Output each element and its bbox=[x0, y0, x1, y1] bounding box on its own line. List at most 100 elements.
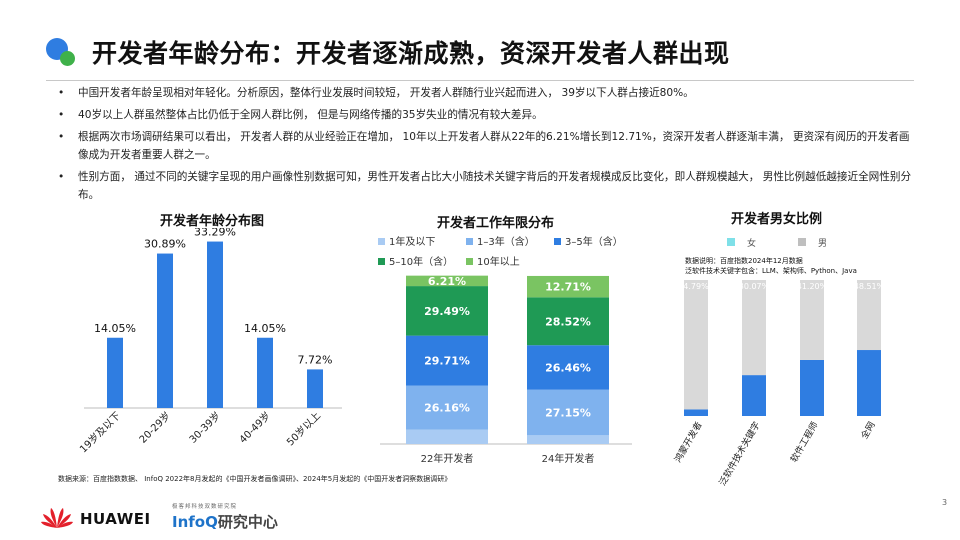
legend-swatch bbox=[798, 238, 806, 246]
segment-value-label: 6.21% bbox=[428, 275, 466, 288]
category-label: 22年开发者 bbox=[421, 452, 474, 465]
legend-swatch bbox=[554, 238, 561, 245]
bullet-text: 性别方面， 通过不同的关键字呈现的用户画像性别数据可知，男性开发者占比大小随技术… bbox=[78, 171, 912, 201]
chart-note-line: 数据说明：百度指数2024年12月数据 bbox=[685, 256, 803, 265]
legend-label: 1年及以下 bbox=[389, 235, 435, 248]
work-years-segment bbox=[406, 335, 488, 386]
chart-note-line: 泛软件技术关键字包含：LLM、架构师、Python、Java bbox=[685, 266, 857, 275]
gender-segment bbox=[857, 350, 881, 416]
segment-value-label: 28.52% bbox=[545, 315, 591, 328]
huawei-brand: HUAWEI bbox=[80, 510, 151, 528]
age-category-label: 30-39岁 bbox=[186, 409, 223, 446]
age-distribution-chart: 14.05% 19岁及以下 30.89% 20-29岁 33.29% 30-39岁 14.0… bbox=[77, 228, 342, 455]
age-category-label: 40-49岁 bbox=[236, 409, 273, 446]
segment-value-label: 29.49% bbox=[424, 305, 470, 318]
gender-segment bbox=[684, 409, 708, 416]
category-label: 软件工程师 bbox=[788, 420, 821, 465]
segment-value-label: 27.15% bbox=[545, 406, 591, 419]
bullet-list: • 中国开发者年龄呈现相对年轻化。分析原因，整体行业发展时间较短， 开发者人群随… bbox=[58, 84, 918, 208]
age-bar-value-label: 14.05% bbox=[244, 322, 286, 335]
category-label: 24年开发者 bbox=[542, 452, 595, 465]
work-years-segment bbox=[406, 429, 488, 444]
gender-segment bbox=[684, 280, 708, 410]
bullet-text: 根据两次市场调研结果可以看出， 开发者人群的从业经验正在增加， 10年以上开发者… bbox=[78, 131, 910, 161]
legend-label: 女 bbox=[747, 237, 756, 249]
title-logo-dots bbox=[46, 38, 80, 72]
gender-segment bbox=[800, 280, 824, 360]
work-years-segment bbox=[406, 286, 488, 336]
age-bar bbox=[207, 241, 223, 408]
category-label: 鸿蒙开发者 bbox=[672, 420, 705, 465]
gender-ratio-chart: 女 男数据说明：百度指数2024年12月数据泛软件技术关键字包含：LLM、架构师、… bbox=[672, 237, 885, 488]
age-category-label: 19岁及以下 bbox=[77, 409, 123, 455]
legend-label: 10年以上 bbox=[477, 255, 520, 268]
age-category-label: 50岁以上 bbox=[284, 409, 323, 448]
segment-value-label: 26.16% bbox=[424, 402, 470, 415]
age-bar bbox=[257, 337, 273, 408]
legend-swatch bbox=[378, 238, 385, 245]
infoq-tagline: 极客邦科技双数研究院 bbox=[172, 504, 238, 510]
huawei-flower-icon bbox=[41, 508, 73, 528]
female-share-label: 48.51% bbox=[854, 282, 885, 291]
category-label: 泛软件技术关键字 bbox=[716, 420, 762, 488]
female-share-label: 4.79% bbox=[683, 282, 709, 291]
bullet-item: • 性别方面， 通过不同的关键字呈现的用户画像性别数据可知，男性开发者占比大小随… bbox=[58, 168, 918, 204]
legend-swatch bbox=[378, 258, 385, 265]
work-years-segment bbox=[527, 297, 609, 346]
female-share-label: 41.20% bbox=[797, 282, 828, 291]
female-share-label: 30.07% bbox=[739, 282, 770, 291]
bullet-mark: • bbox=[58, 87, 65, 99]
footer: HUAWEI 极客邦科技双数研究院 InfoQ研究中心 3 bbox=[0, 492, 960, 540]
gender-segment bbox=[857, 280, 881, 351]
page-title: 开发者年龄分布：开发者逐渐成熟，资深开发者人群出现 bbox=[92, 39, 730, 68]
age-bar-value-label: 14.05% bbox=[94, 322, 136, 335]
age-chart-title: 开发者年龄分布图 bbox=[160, 214, 265, 229]
bullet-text: 中国开发者年龄呈现相对年轻化。分析原因，整体行业发展时间较短， 开发者人群随行业… bbox=[78, 87, 694, 99]
infoq-brand: InfoQ研究中心 bbox=[172, 511, 278, 532]
legend-label: 3–5年（含） bbox=[565, 235, 623, 248]
work-years-segment bbox=[527, 345, 609, 390]
years-chart-title: 开发者工作年限分布 bbox=[437, 216, 555, 231]
gender-segment bbox=[742, 280, 766, 376]
age-bar bbox=[157, 253, 173, 408]
infoq-name-part-a: InfoQ bbox=[172, 513, 218, 531]
work-years-segment bbox=[527, 435, 609, 444]
gender-segment bbox=[800, 359, 824, 416]
green-dot-icon bbox=[60, 51, 75, 66]
bullet-item: • 中国开发者年龄呈现相对年轻化。分析原因，整体行业发展时间较短， 开发者人群随… bbox=[58, 84, 918, 102]
category-label: 全网 bbox=[858, 420, 877, 442]
age-bar-value-label: 30.89% bbox=[144, 238, 186, 251]
segment-value-label: 26.46% bbox=[545, 361, 591, 374]
segment-value-label: 12.71% bbox=[545, 281, 591, 294]
bullet-mark: • bbox=[58, 131, 65, 143]
work-years-segment bbox=[527, 275, 609, 298]
legend-label: 男 bbox=[818, 238, 827, 249]
legend-label: 5–10年（含） bbox=[389, 255, 453, 268]
bullet-item: • 40岁以上人群虽然整体占比仍低于全网人群比例， 但是与网络传播的35岁失业的… bbox=[58, 106, 918, 124]
legend-label: 1–3年（含） bbox=[477, 235, 535, 248]
gender-chart-title: 开发者男女比例 bbox=[731, 212, 823, 227]
bullet-mark: • bbox=[58, 109, 65, 121]
age-bar-value-label: 33.29% bbox=[194, 228, 236, 239]
bullet-text: 40岁以上人群虽然整体占比仍低于全网人群比例， 但是与网络传播的35岁失业的情况… bbox=[78, 109, 543, 121]
title-divider bbox=[46, 80, 914, 81]
work-years-chart: 1年及以下 1–3年（含） 3–5年（含） 5–10年（含） 10年以上 26.16% 29… bbox=[378, 235, 632, 465]
work-years-segment bbox=[527, 389, 609, 436]
age-bar bbox=[107, 337, 123, 408]
legend-swatch bbox=[466, 258, 473, 265]
work-years-segment bbox=[406, 385, 488, 430]
gender-segment bbox=[742, 375, 766, 416]
infoq-name-part-b: 研究中心 bbox=[217, 513, 278, 531]
bullet-mark: • bbox=[58, 171, 65, 183]
work-years-segment bbox=[406, 275, 488, 287]
page-number: 3 bbox=[942, 498, 948, 507]
age-bar bbox=[307, 369, 323, 408]
bullet-item: • 根据两次市场调研结果可以看出， 开发者人群的从业经验正在增加， 10年以上开… bbox=[58, 128, 918, 164]
age-category-label: 20-29岁 bbox=[136, 409, 173, 446]
legend-swatch bbox=[466, 238, 473, 245]
data-source-note: 数据来源：百度指数数据、 InfoQ 2022年8月发起的《中国开发者画像调研》… bbox=[58, 475, 452, 483]
age-bar-value-label: 7.72% bbox=[298, 353, 333, 366]
legend-swatch bbox=[727, 238, 735, 246]
segment-value-label: 29.71% bbox=[424, 355, 470, 368]
